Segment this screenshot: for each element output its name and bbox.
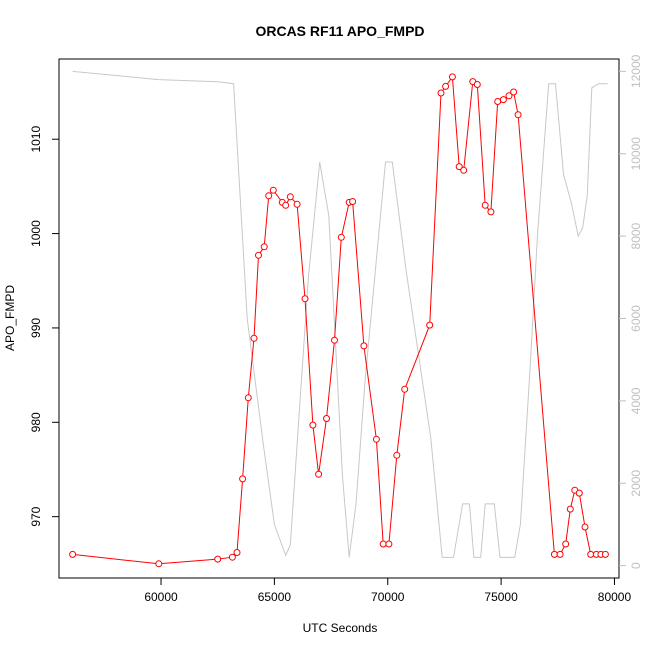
data-point bbox=[514, 111, 522, 119]
y2-tick-label: 10000 bbox=[629, 137, 643, 171]
data-point bbox=[323, 415, 330, 422]
data-point bbox=[269, 186, 277, 194]
y2-tick-label: 4000 bbox=[629, 387, 643, 414]
y-tick-label: 970 bbox=[29, 506, 43, 526]
data-point bbox=[556, 550, 564, 558]
data-point bbox=[349, 198, 357, 205]
data-point bbox=[510, 88, 518, 96]
data-point bbox=[233, 549, 241, 556]
data-point bbox=[250, 334, 258, 342]
data-point bbox=[379, 540, 387, 548]
y2-tick-label: 2000 bbox=[629, 470, 643, 497]
data-point bbox=[442, 82, 450, 90]
y2-tick-label: 6000 bbox=[629, 305, 643, 332]
data-point bbox=[228, 553, 236, 561]
y-axis-right: 0 2000 4000 6000 8000 10000 12000 bbox=[619, 54, 643, 569]
data-point bbox=[494, 98, 502, 105]
x-axis: 60000 65000 70000 75000 80000 bbox=[144, 578, 631, 604]
data-point bbox=[69, 550, 77, 558]
data-point bbox=[244, 394, 252, 402]
data-point bbox=[286, 193, 294, 201]
x-tick-label: 65000 bbox=[258, 590, 292, 604]
x-tick-label: 80000 bbox=[598, 590, 632, 604]
y-axis-label: APO_FMPD bbox=[3, 285, 17, 351]
data-point bbox=[309, 421, 317, 429]
data-point bbox=[575, 489, 583, 497]
data-point bbox=[487, 208, 495, 216]
data-point bbox=[385, 540, 393, 548]
data-point bbox=[360, 342, 368, 350]
y2-tick-label: 8000 bbox=[629, 222, 643, 249]
data-point bbox=[282, 201, 290, 209]
data-point bbox=[265, 192, 273, 200]
chart-title: ORCAS RF11 APO_FMPD bbox=[255, 23, 424, 39]
data-point bbox=[481, 201, 489, 209]
x-tick-label: 70000 bbox=[371, 590, 405, 604]
data-point bbox=[393, 451, 401, 459]
data-point bbox=[562, 540, 570, 548]
y-tick-label: 980 bbox=[29, 412, 43, 432]
x-axis-label: UTC Seconds bbox=[303, 621, 378, 635]
x-tick-label: 75000 bbox=[484, 590, 518, 604]
series-layer bbox=[69, 70, 609, 568]
data-point bbox=[337, 233, 345, 241]
data-point bbox=[581, 523, 589, 531]
data-point bbox=[473, 81, 481, 88]
data-point bbox=[239, 475, 247, 483]
series-line-left bbox=[72, 75, 606, 565]
data-point bbox=[255, 251, 262, 259]
data-point bbox=[550, 550, 558, 558]
y-axis-left: 970 980 990 1000 1010 bbox=[29, 126, 59, 527]
data-point bbox=[401, 385, 409, 393]
data-point bbox=[499, 96, 507, 104]
data-point bbox=[505, 92, 513, 100]
data-point bbox=[315, 470, 323, 478]
data-point bbox=[566, 505, 574, 513]
data-point bbox=[601, 550, 609, 558]
series-line-right bbox=[72, 70, 608, 558]
data-point bbox=[426, 321, 434, 329]
y-tick-label: 1010 bbox=[29, 126, 43, 153]
y-tick-label: 1000 bbox=[29, 220, 43, 247]
data-point bbox=[260, 243, 268, 251]
data-point bbox=[331, 336, 338, 344]
data-point bbox=[455, 163, 463, 171]
data-point bbox=[460, 166, 468, 174]
data-point bbox=[214, 555, 222, 563]
data-point bbox=[293, 200, 301, 208]
data-point bbox=[448, 73, 456, 81]
data-point bbox=[301, 295, 309, 303]
x-tick-label: 60000 bbox=[144, 590, 178, 604]
data-point bbox=[372, 435, 380, 443]
y2-tick-label: 12000 bbox=[629, 54, 643, 88]
data-point bbox=[437, 89, 445, 97]
data-point bbox=[155, 560, 163, 568]
y2-tick-label: 0 bbox=[629, 562, 643, 569]
y-tick-label: 990 bbox=[29, 318, 43, 338]
